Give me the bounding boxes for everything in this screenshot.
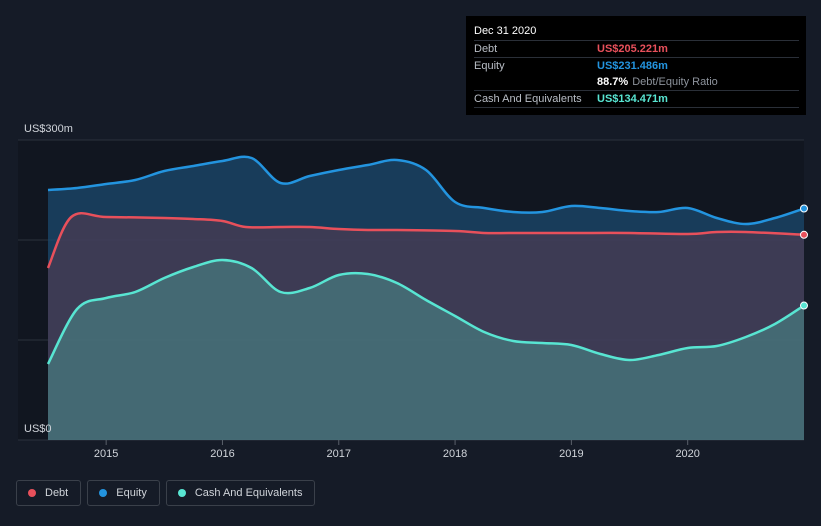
series-lines bbox=[46, 155, 808, 365]
x-tick-label-2015: 2015 bbox=[94, 448, 118, 460]
data-tooltip: Dec 31 2020 Debt US$205.221m Equity US$2… bbox=[466, 16, 806, 115]
line-equity bbox=[47, 155, 805, 226]
tooltip-row-equity: Equity US$231.486m bbox=[474, 57, 799, 74]
legend-label-debt: Debt bbox=[45, 487, 69, 499]
legend-label-equity: Equity bbox=[116, 487, 147, 499]
legend-item-cash[interactable]: Cash And Equivalents bbox=[165, 480, 316, 506]
tooltip-debt-value: US$205.221m bbox=[597, 43, 668, 55]
tooltip-debt-label: Debt bbox=[474, 43, 498, 55]
legend-item-equity[interactable]: Equity bbox=[87, 480, 160, 506]
line-debt bbox=[46, 211, 805, 269]
chart-legend: Debt Equity Cash And Equivalents bbox=[16, 480, 316, 506]
area-fills bbox=[48, 156, 804, 440]
tooltip-ratio-label: Debt/Equity Ratio bbox=[632, 76, 718, 88]
tooltip-ratio-value: 88.7% bbox=[597, 76, 629, 88]
y-tick-label-top: US$300m bbox=[24, 123, 73, 135]
tooltip-cash-value: US$134.471m bbox=[597, 93, 668, 105]
tooltip-equity-value: US$231.486m bbox=[597, 60, 668, 72]
legend-label-cash: Cash And Equivalents bbox=[194, 487, 303, 499]
legend-dot-debt-icon bbox=[28, 489, 36, 497]
line-cash-and-equivalents bbox=[46, 258, 805, 365]
x-tick-label-2016: 2016 bbox=[210, 448, 234, 460]
end-point-debt[interactable] bbox=[800, 230, 808, 239]
tooltip-row-debt: Debt US$205.221m bbox=[474, 40, 799, 57]
y-tick-label-bottom: US$0 bbox=[24, 423, 52, 435]
x-tick-label-2019: 2019 bbox=[559, 448, 583, 460]
end-point-cash-and-equivalents[interactable] bbox=[800, 301, 808, 310]
tooltip-row-cash: Cash And Equivalents US$134.471m bbox=[474, 90, 799, 108]
tooltip-cash-label: Cash And Equivalents bbox=[474, 93, 582, 105]
area-cash-and-equivalents bbox=[48, 259, 804, 440]
tooltip-equity-label: Equity bbox=[474, 60, 505, 72]
end-point-equity[interactable] bbox=[800, 204, 808, 213]
x-tick-label-2017: 2017 bbox=[327, 448, 351, 460]
tooltip-row-ratio: 88.7% Debt/Equity Ratio bbox=[474, 74, 799, 90]
x-tick-label-2018: 2018 bbox=[443, 448, 467, 460]
legend-dot-equity-icon bbox=[99, 489, 108, 497]
legend-dot-cash-icon bbox=[177, 489, 186, 497]
x-tick-label-2020: 2020 bbox=[675, 448, 699, 460]
tooltip-date: Dec 31 2020 bbox=[474, 25, 537, 37]
legend-item-debt[interactable]: Debt bbox=[16, 480, 82, 506]
x-axis: 2015 2016 2017 2018 2019 2020 bbox=[94, 440, 700, 460]
